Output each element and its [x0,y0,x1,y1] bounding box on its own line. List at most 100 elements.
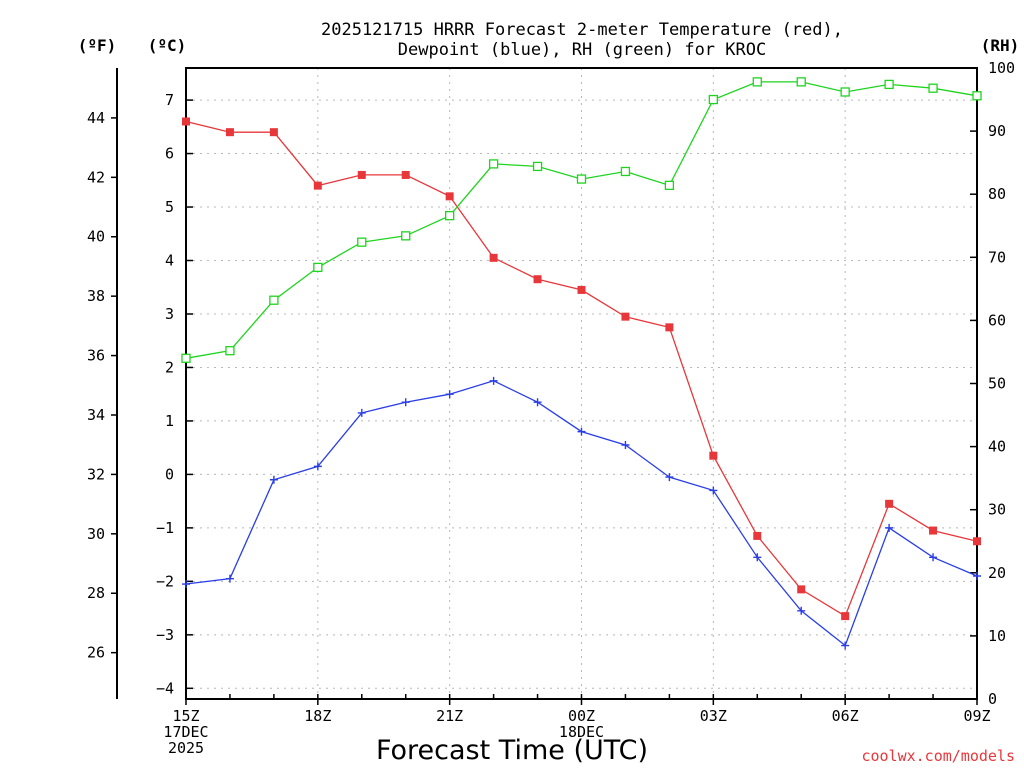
series-rh [181,77,982,363]
temperature-point [357,170,366,179]
dewpoint-point [841,641,850,650]
temperature-point [841,612,850,621]
series-temperature [182,117,981,621]
celsius-tick-label: 0 [165,465,174,483]
rh-tick-label: 70 [988,248,1006,266]
axis-ticks: 76543210−1−2−3−4444240383634323028260102… [87,59,1015,757]
fahrenheit-tick-label: 30 [87,525,105,543]
dewpoint-point [753,553,762,562]
x-tick-date-label: 2025 [168,739,204,757]
rh-tick-label: 80 [988,185,1006,203]
dewpoint-point [797,606,806,615]
celsius-tick-label: 2 [165,358,174,376]
rh-point [357,237,367,247]
rh-point [928,83,938,93]
fahrenheit-tick-label: 32 [87,465,105,483]
dewpoint-point [885,523,894,532]
temperature-point [313,181,322,190]
rh-point [796,77,806,87]
fahrenheit-tick-label: 40 [87,228,105,246]
temperature-point [489,253,498,262]
rh-point [532,161,543,172]
rh-point [708,94,718,105]
rh-point [269,295,279,305]
x-tick-date-label: 17DEC [163,723,208,741]
rh-tick-label: 40 [988,438,1006,456]
rh-point [445,211,455,221]
rh-point [401,231,411,241]
rh-tick-label: 90 [988,122,1006,140]
celsius-tick-label: 7 [165,91,174,109]
rh-axis-unit: (RH) [981,36,1020,55]
dewpoint-point [709,486,718,495]
rh-point [181,353,191,363]
temperature-point [533,275,542,284]
chart-title-line-2: Dewpoint (blue), RH (green) for KROC [398,40,766,60]
rh-point [840,87,850,97]
x-axis-title: Forecast Time (UTC) [376,735,648,766]
rh-point [488,159,499,169]
rh-point [884,79,894,90]
dewpoint-point [182,580,190,589]
dewpoint-point [269,475,278,484]
dewpoint-point [665,473,674,482]
temperature-point [577,285,586,294]
x-tick-label: 09Z [963,707,990,725]
celsius-tick-label: −3 [156,626,174,644]
temperature-point [797,585,806,594]
celsius-tick-label: 1 [165,412,174,430]
x-tick-date-label: 18DEC [559,723,604,741]
rh-line [185,81,978,359]
rh-tick-label: 0 [988,690,997,708]
rh-tick-label: 30 [988,501,1006,519]
celsius-tick-label: 6 [165,145,174,163]
dewpoint-point [401,398,410,407]
rh-point [576,174,587,184]
dewpoint-point [929,553,938,562]
celsius-tick-label: 3 [165,305,174,323]
fahrenheit-tick-label: 34 [87,406,105,424]
dewpoint-point [489,376,498,385]
temperature-point [269,128,278,137]
dewpoint-point [313,462,322,471]
rh-tick-label: 60 [988,311,1006,329]
rh-tick-label: 20 [988,564,1006,582]
fahrenheit-tick-label: 42 [87,168,105,186]
dewpoint-point [533,398,542,407]
rh-point [664,180,675,191]
rh-tick-label: 10 [988,627,1006,645]
credit-link[interactable]: coolwx.com/models [861,747,1015,765]
temperature-point [445,192,454,201]
rh-point [313,262,323,273]
temperature-point [182,117,190,126]
grid-lines [186,68,977,699]
celsius-tick-label: 5 [165,198,174,216]
celsius-axis-unit: (ºC) [148,36,187,55]
rh-point [752,77,762,87]
chart-axes [116,67,978,700]
x-tick-label: 15Z [172,707,199,725]
temperature-point [973,537,981,546]
data-series [181,77,982,650]
temperature-point [753,531,762,540]
temperature-point [885,499,894,508]
rh-tick-label: 100 [988,59,1015,77]
x-tick-label: 18Z [304,707,331,725]
dewpoint-point [445,390,454,399]
rh-tick-label: 50 [988,375,1006,393]
temperature-point [665,323,674,332]
dewpoint-point [357,408,366,417]
x-tick-label: 00Z [568,707,595,725]
celsius-tick-label: 4 [165,252,174,270]
chart-title: 2025121715 HRRR Forecast 2-meter Tempera… [321,20,843,60]
series-dewpoint [182,376,981,650]
dewpoint-point [973,572,981,581]
celsius-tick-label: −4 [156,679,174,697]
celsius-tick-label: −1 [156,519,174,537]
fahrenheit-tick-label: 26 [87,644,105,662]
x-tick-label: 21Z [436,707,463,725]
temperature-point [621,312,630,321]
fahrenheit-tick-label: 44 [87,109,105,127]
rh-point [620,166,631,177]
